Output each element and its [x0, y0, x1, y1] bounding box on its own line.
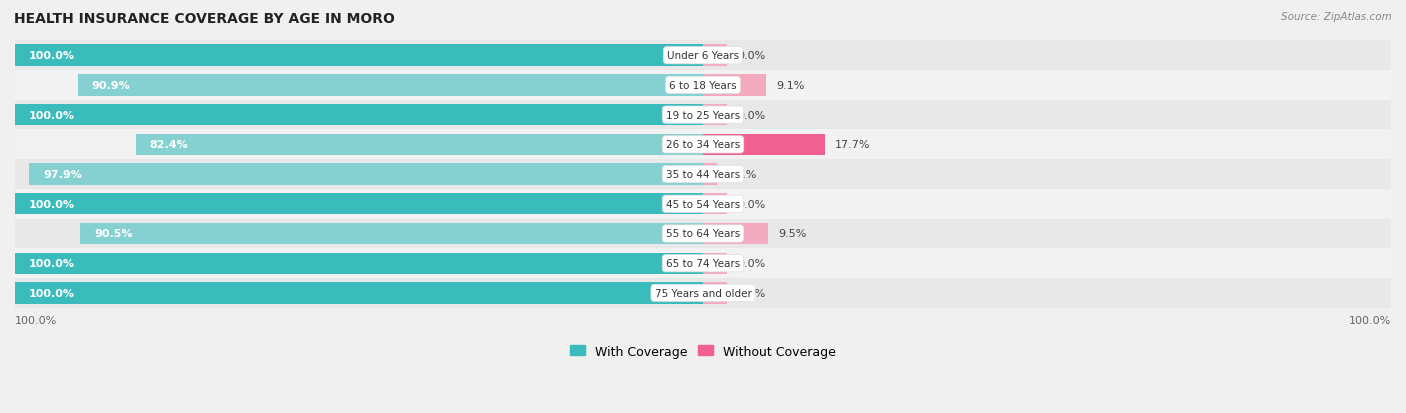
- Bar: [703, 253, 727, 274]
- Text: Source: ZipAtlas.com: Source: ZipAtlas.com: [1281, 12, 1392, 22]
- Text: 0.0%: 0.0%: [737, 110, 766, 120]
- Text: 82.4%: 82.4%: [150, 140, 188, 150]
- Bar: [15, 160, 1391, 190]
- Bar: [15, 219, 1391, 249]
- Bar: [15, 253, 703, 274]
- Text: 0.0%: 0.0%: [737, 199, 766, 209]
- Text: 2.1%: 2.1%: [728, 170, 756, 180]
- Bar: [136, 134, 703, 156]
- Bar: [703, 223, 768, 244]
- Bar: [703, 194, 727, 215]
- Bar: [77, 75, 703, 96]
- Text: 35 to 44 Years: 35 to 44 Years: [666, 170, 740, 180]
- Bar: [15, 190, 1391, 219]
- Text: 100.0%: 100.0%: [15, 315, 58, 325]
- Bar: [15, 71, 1391, 100]
- Text: 6 to 18 Years: 6 to 18 Years: [669, 81, 737, 91]
- Bar: [15, 278, 1391, 308]
- Bar: [703, 45, 727, 67]
- Text: 45 to 54 Years: 45 to 54 Years: [666, 199, 740, 209]
- Bar: [15, 41, 1391, 71]
- Text: 19 to 25 Years: 19 to 25 Years: [666, 110, 740, 120]
- Text: 100.0%: 100.0%: [28, 199, 75, 209]
- Bar: [703, 134, 825, 156]
- Bar: [703, 104, 727, 126]
- Bar: [703, 282, 727, 304]
- Bar: [15, 249, 1391, 278]
- Text: 100.0%: 100.0%: [28, 259, 75, 268]
- Text: 100.0%: 100.0%: [28, 288, 75, 298]
- Bar: [15, 130, 1391, 160]
- Text: HEALTH INSURANCE COVERAGE BY AGE IN MORO: HEALTH INSURANCE COVERAGE BY AGE IN MORO: [14, 12, 395, 26]
- Text: 55 to 64 Years: 55 to 64 Years: [666, 229, 740, 239]
- Text: 0.0%: 0.0%: [737, 51, 766, 61]
- Text: 17.7%: 17.7%: [835, 140, 870, 150]
- Text: 75 Years and older: 75 Years and older: [655, 288, 751, 298]
- Text: 90.9%: 90.9%: [91, 81, 131, 91]
- Text: 100.0%: 100.0%: [28, 110, 75, 120]
- Text: 0.0%: 0.0%: [737, 288, 766, 298]
- Bar: [80, 223, 703, 244]
- Text: Under 6 Years: Under 6 Years: [666, 51, 740, 61]
- Bar: [15, 104, 703, 126]
- Bar: [15, 194, 703, 215]
- Text: 100.0%: 100.0%: [1348, 315, 1391, 325]
- Bar: [703, 75, 766, 96]
- Bar: [15, 45, 703, 67]
- Text: 0.0%: 0.0%: [737, 259, 766, 268]
- Text: 90.5%: 90.5%: [94, 229, 132, 239]
- Text: 97.9%: 97.9%: [44, 170, 82, 180]
- Text: 9.1%: 9.1%: [776, 81, 804, 91]
- Legend: With Coverage, Without Coverage: With Coverage, Without Coverage: [565, 340, 841, 363]
- Text: 100.0%: 100.0%: [28, 51, 75, 61]
- Bar: [15, 100, 1391, 130]
- Text: 9.5%: 9.5%: [779, 229, 807, 239]
- Bar: [15, 282, 703, 304]
- Bar: [30, 164, 703, 185]
- Bar: [703, 164, 717, 185]
- Text: 65 to 74 Years: 65 to 74 Years: [666, 259, 740, 268]
- Text: 26 to 34 Years: 26 to 34 Years: [666, 140, 740, 150]
